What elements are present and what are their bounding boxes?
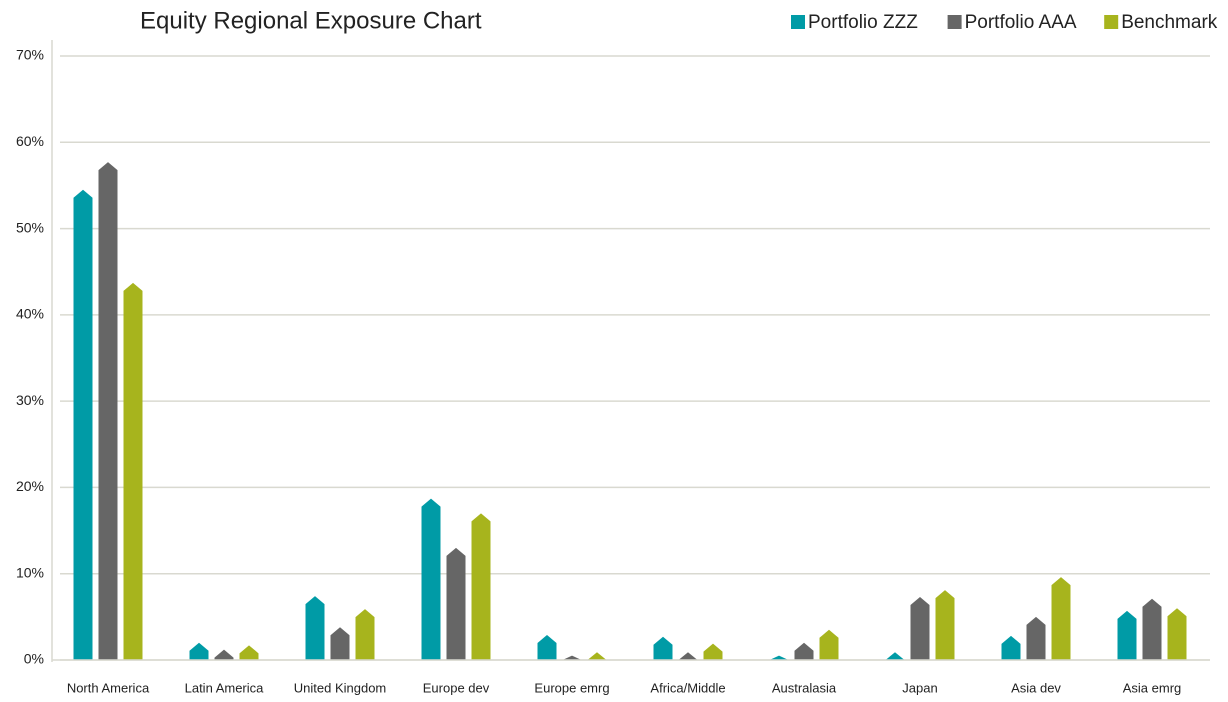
bar (98, 162, 118, 661)
bar (678, 652, 698, 660)
x-tick-label: Europe emrg (534, 680, 609, 695)
x-tick-label: United Kingdom (294, 680, 387, 695)
bar (587, 652, 607, 660)
bar (73, 189, 93, 660)
legend-swatch (947, 15, 962, 29)
bar (794, 642, 814, 660)
legend-label: Portfolio AAA (965, 12, 1077, 33)
bar (885, 652, 905, 660)
legend-label: Benchmark (1121, 12, 1218, 33)
bar (1001, 635, 1021, 660)
bar (703, 643, 723, 660)
x-tick-label: Australasia (772, 680, 837, 695)
bar (537, 634, 557, 660)
y-tick-label: 40% (16, 306, 44, 322)
x-tick-label: Japan (902, 680, 937, 695)
y-tick-label: 30% (16, 392, 44, 408)
legend-swatch (791, 15, 805, 29)
bar (355, 609, 375, 660)
legend-swatch (1104, 15, 1119, 29)
y-tick-label: 10% (16, 564, 44, 580)
bar (214, 649, 234, 660)
bar (305, 596, 325, 660)
bar (123, 282, 143, 660)
y-tick-label: 60% (16, 133, 44, 149)
bar (239, 645, 259, 660)
y-tick-label: 20% (16, 478, 44, 494)
chart-title: Equity Regional Exposure Chart (140, 7, 482, 34)
legend-label: Portfolio ZZZ (808, 12, 918, 33)
x-tick-label: Asia emrg (1123, 680, 1182, 695)
bar (189, 642, 209, 660)
bar (819, 629, 839, 660)
bar (330, 627, 350, 660)
bar (1142, 598, 1162, 660)
x-tick-label: North America (67, 680, 150, 695)
x-tick-label: Latin America (185, 680, 265, 695)
bar (653, 636, 673, 660)
bar (421, 498, 441, 660)
y-tick-label: 50% (16, 219, 44, 235)
x-tick-label: Africa/Middle (650, 680, 725, 695)
bar (562, 655, 582, 660)
bar (1167, 608, 1187, 660)
x-tick-label: Europe dev (423, 680, 490, 695)
bar (1026, 616, 1046, 660)
bar (1117, 610, 1137, 660)
bar (935, 590, 955, 660)
y-tick-label: 0% (24, 651, 44, 667)
bar (471, 513, 491, 660)
x-tick-label: Asia dev (1011, 680, 1061, 695)
bar (769, 655, 789, 660)
y-tick-label: 70% (16, 47, 44, 63)
bar (1051, 577, 1071, 660)
bar (446, 547, 466, 660)
bar (910, 597, 930, 660)
